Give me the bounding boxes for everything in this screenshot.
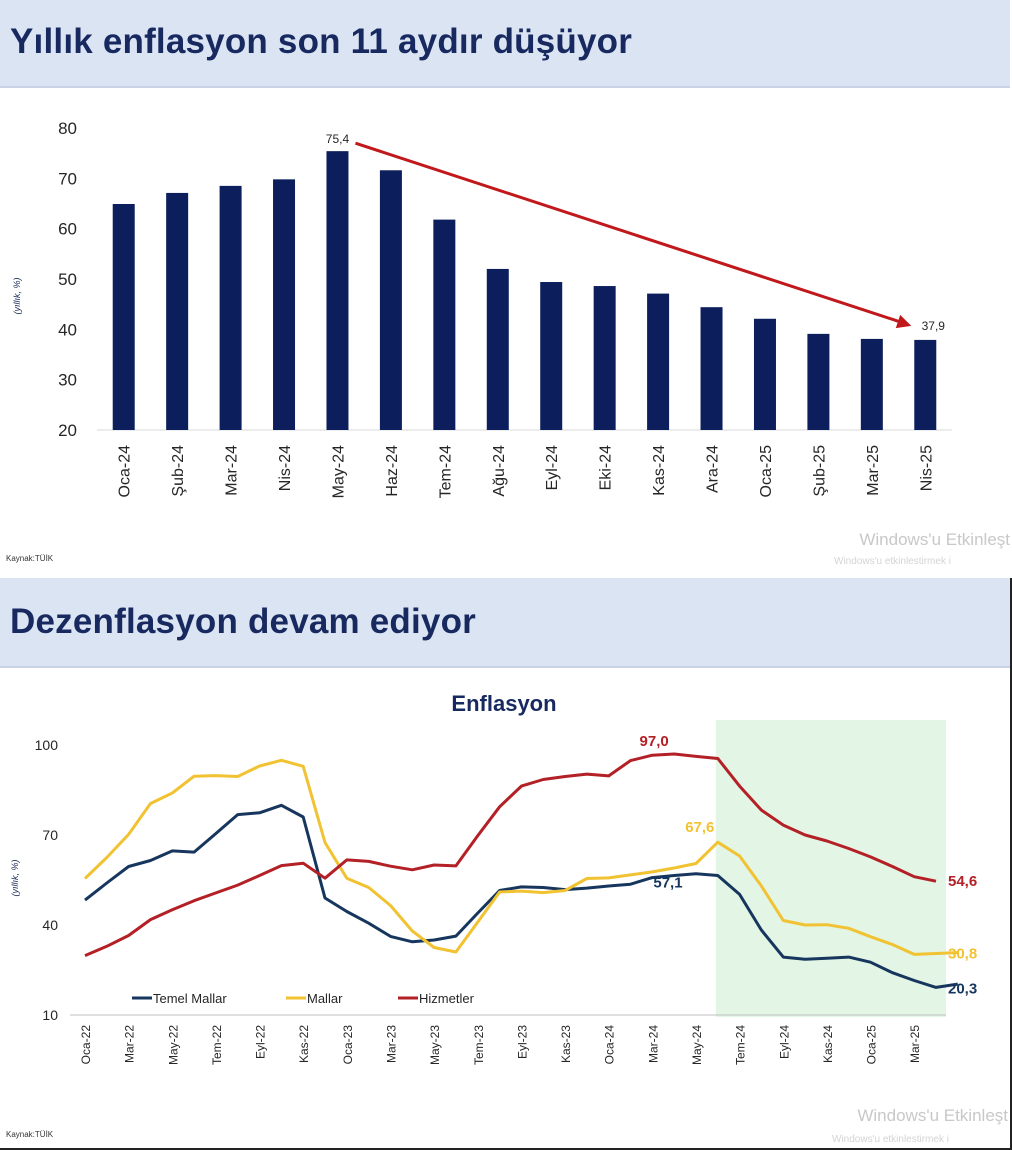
x-tick-label: Eyl-24: [777, 1025, 791, 1059]
x-tick-label: Nis-25: [918, 445, 935, 491]
y-tick-label: 50: [58, 270, 77, 289]
x-tick-label: May-24: [330, 445, 347, 498]
x-tick-label: Kas-23: [559, 1025, 573, 1063]
x-tick-label: Oca-24: [603, 1025, 617, 1065]
y-tick-label: 30: [58, 371, 77, 390]
x-tick-label: Eyl-22: [254, 1025, 268, 1059]
line-chart: Enflasyon 10 40 70 100 (yıllık, %) Oca-22 Mar-2…: [10, 691, 977, 1065]
legend-label: Temel Mallar: [153, 991, 227, 1006]
x-tick-label: Eki-24: [598, 445, 615, 490]
source-note: Kaynak:TÜİK: [6, 1130, 54, 1139]
bar: [593, 286, 616, 430]
x-tick-label: May-22: [166, 1025, 180, 1065]
x-tick-label: Ağu-24: [491, 445, 508, 497]
series-line: [83, 758, 958, 956]
data-label: 97,0: [640, 733, 669, 750]
activation-watermark-sub: Windows'u etkinleştirmek i: [834, 556, 951, 564]
x-tick-label: Şub-25: [811, 445, 828, 497]
x-tick-label: Oca-23: [341, 1025, 355, 1065]
y-tick-label: 70: [42, 827, 58, 843]
data-label: 67,6: [685, 819, 714, 836]
x-tick-label: Nis-24: [277, 445, 294, 491]
x-tick-label: Mar-24: [224, 445, 241, 496]
x-tick-label: Tem-24: [437, 445, 454, 498]
bar: [433, 219, 456, 430]
x-tick-label: Tem-24: [734, 1025, 748, 1065]
x-tick-label: Oca-22: [79, 1025, 93, 1065]
slide-disinflation: Dezenflasyon devam ediyor Enflasyon 10 40 7…: [0, 578, 1012, 1150]
x-tick-label: Oca-25: [865, 1025, 879, 1065]
bar: [540, 282, 563, 430]
source-note: Kaynak:TÜİK: [6, 554, 54, 563]
y-tick-label: 60: [58, 220, 77, 239]
y-tick-label: 100: [35, 737, 59, 753]
x-tick-label: Tem-23: [472, 1025, 486, 1065]
x-tick-label: May-23: [428, 1025, 442, 1065]
bar-chart: 20 30 40 50 60 70 80 (yıllık, %) Oca-24 Şub-24 Mar…: [12, 119, 952, 498]
series-line: [84, 803, 959, 989]
bar: [379, 170, 402, 430]
slide-title: Yıllık enflasyon son 11 aydır düşüyor: [10, 22, 633, 61]
x-tick-label: Mar-22: [123, 1025, 137, 1063]
bar: [914, 339, 937, 430]
title-bar: Yıllık enflasyon son 11 aydır düşüyor: [0, 0, 1010, 88]
x-tick-label: Tem-22: [210, 1025, 224, 1065]
y-tick-label: 80: [58, 119, 77, 138]
y-tick-label: 70: [58, 169, 77, 188]
x-tick-label: Eyl-23: [515, 1025, 529, 1059]
activation-watermark: Windows'u Etkinleşt: [857, 1106, 1008, 1125]
bar: [700, 307, 723, 430]
data-label: 37,9: [922, 319, 946, 333]
data-label: 30,8: [948, 946, 977, 963]
legend-label: Hizmetler: [419, 991, 475, 1006]
x-tick-label: Oca-25: [758, 445, 775, 498]
bar: [273, 179, 296, 430]
series-line: [84, 752, 937, 957]
y-axis-label: (yıllık, %): [12, 277, 22, 314]
bar: [753, 318, 776, 430]
chart-title: Enflasyon: [451, 691, 556, 716]
title-bar: Dezenflasyon devam ediyor: [0, 578, 1010, 668]
x-tick-label: Kas-24: [651, 445, 668, 496]
trend-arrow-line: [355, 141, 904, 325]
y-tick-label: 10: [42, 1007, 58, 1023]
legend-label: Mallar: [307, 991, 343, 1006]
x-tick-label: Mar-25: [865, 445, 882, 496]
x-tick-label: May-24: [690, 1025, 704, 1065]
x-tick-label: Eyl-24: [544, 445, 561, 490]
y-tick-label: 20: [58, 421, 77, 440]
x-tick-label: Mar-24: [646, 1025, 660, 1063]
x-tick-label: Şub-24: [170, 445, 187, 497]
x-tick-label: Oca-24: [117, 445, 134, 498]
bar: [112, 204, 135, 430]
bar: [860, 338, 883, 430]
bar: [486, 268, 509, 430]
x-tick-label: Mar-23: [384, 1025, 398, 1063]
slide-annual-inflation: Yıllık enflasyon son 11 aydır düşüyor 20…: [0, 0, 1012, 572]
data-label: 54,6: [948, 873, 977, 890]
x-tick-label: Ara-24: [705, 445, 722, 493]
bar: [326, 151, 349, 431]
bar: [166, 192, 189, 430]
x-tick-label: Mar-25: [908, 1025, 922, 1063]
y-tick-label: 40: [42, 917, 58, 933]
x-tick-label: Kas-22: [297, 1025, 311, 1063]
x-tick-label: Haz-24: [384, 445, 401, 497]
bar: [647, 293, 670, 430]
trend-arrow-head: [895, 314, 912, 329]
data-label: 57,1: [653, 875, 682, 892]
y-tick-label: 40: [58, 320, 77, 339]
highlight-region: [715, 720, 946, 1017]
data-label: 75,4: [326, 132, 350, 146]
bar: [807, 333, 830, 430]
activation-watermark-sub: Windows'u etkinleştirmek i: [832, 1134, 949, 1142]
bar: [219, 185, 242, 430]
activation-watermark: Windows'u Etkinleşt: [859, 530, 1010, 549]
x-tick-label: Kas-24: [821, 1025, 835, 1063]
y-axis-label: (yıllık, %): [10, 859, 20, 896]
slide-title: Dezenflasyon devam ediyor: [10, 602, 476, 641]
data-label: 20,3: [948, 980, 977, 997]
